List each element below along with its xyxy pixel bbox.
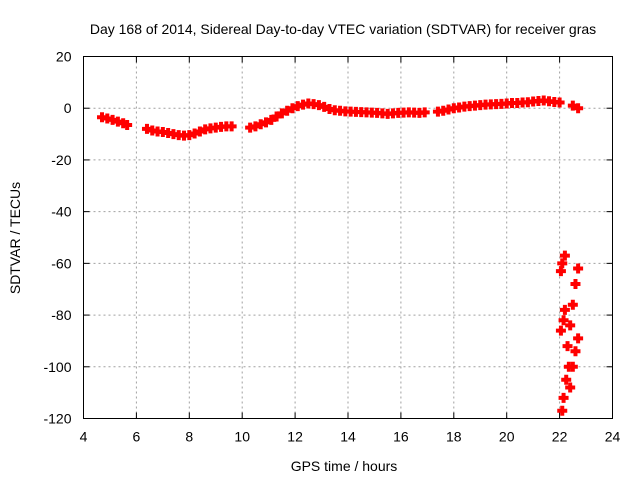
data-point [561,374,572,385]
x-tick-label: 22 [552,429,568,445]
data-point [558,392,569,403]
y-tick-label: -40 [51,204,71,220]
data-point [419,107,430,118]
x-tick-label: 10 [234,429,250,445]
x-tick-label: 18 [446,429,462,445]
data-point [558,315,569,326]
data-point [565,320,576,331]
x-tick-label: 20 [499,429,515,445]
data-point [567,299,578,310]
data-point [570,346,581,357]
gridlines [83,56,613,419]
data-point [559,250,570,261]
x-tick-label: 24 [605,429,621,445]
y-tick-label: -20 [51,152,71,168]
y-axis-label: SDTVAR / TECUs [7,182,23,294]
y-tick-labels: 20 0 -20 -40 -60 -80 -100 -120 [43,49,71,427]
y-tick-label: -100 [43,359,71,375]
data-point [570,279,581,290]
data-point [562,341,573,352]
x-tick-labels: 4 6 8 10 12 14 16 18 20 22 24 [80,429,621,445]
y-tick-label: -60 [51,255,71,271]
data-point [573,103,584,114]
x-tick-label: 14 [340,429,356,445]
data-point [554,97,565,108]
x-tick-label: 4 [80,429,88,445]
data-point [559,304,570,315]
x-tick-label: 8 [185,429,193,445]
y-tick-label: 0 [64,100,72,116]
x-tick-label: 16 [393,429,409,445]
y-tick-label: -120 [43,411,71,427]
y-tick-label: -80 [51,307,71,323]
data-point [565,382,576,393]
data-point [567,361,578,372]
data-points [97,95,584,416]
plot-frame [83,56,613,419]
y-tick-label: 20 [56,49,72,65]
data-point [555,325,566,336]
data-point [557,405,568,416]
data-point [226,121,237,132]
data-point [573,263,584,274]
chart-title: Day 168 of 2014, Sidereal Day-to-day VTE… [90,21,596,37]
x-axis-label: GPS time / hours [291,458,398,474]
data-point [573,333,584,344]
data-point [557,258,568,269]
x-tick-label: 12 [287,429,303,445]
data-point [122,120,133,131]
x-tick-label: 6 [133,429,141,445]
